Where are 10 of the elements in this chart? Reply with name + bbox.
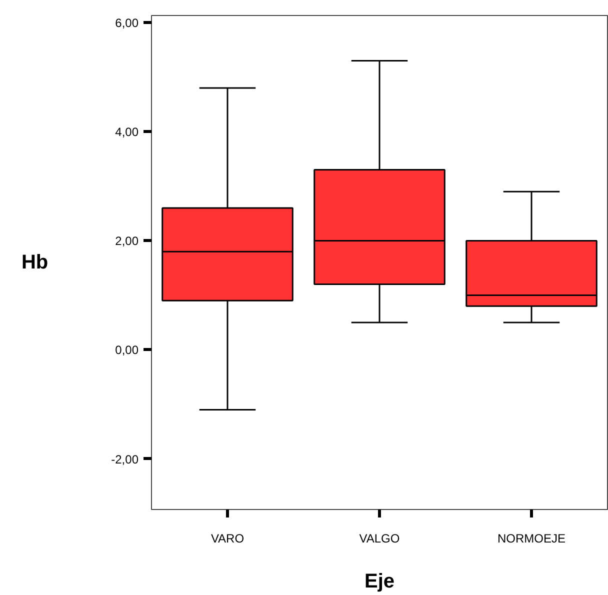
y-axis-title: Hb bbox=[21, 252, 48, 274]
x-tick-label: NORMOEJE bbox=[498, 532, 566, 546]
y-tick-label: 2,00 bbox=[115, 234, 139, 248]
x-tick-label: VALGO bbox=[359, 532, 400, 546]
x-axis-title: Eje bbox=[364, 570, 395, 592]
y-tick-label: 4,00 bbox=[115, 125, 139, 140]
x-tick-label: VARO bbox=[210, 532, 244, 546]
y-tick-label: 0,00 bbox=[115, 343, 139, 358]
y-tick-label: -2,00 bbox=[111, 452, 139, 466]
y-tick-label: 6,00 bbox=[115, 16, 139, 30]
